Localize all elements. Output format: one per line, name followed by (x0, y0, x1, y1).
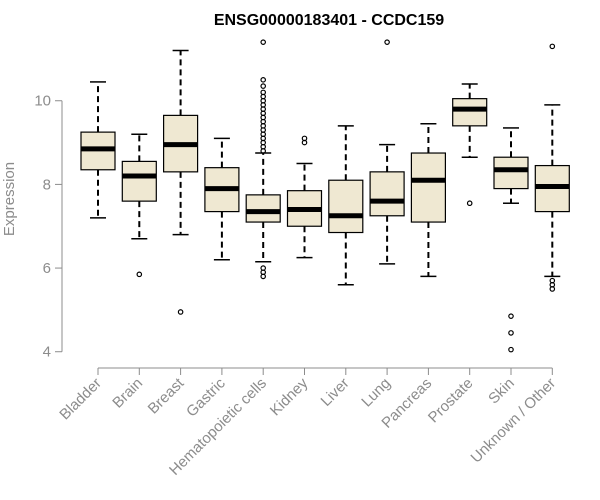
box (369, 171, 405, 217)
box-group (328, 125, 364, 286)
chart-title: ENSG00000183401 - CCDC159 (214, 12, 444, 29)
box (410, 152, 446, 223)
plot-area (80, 39, 570, 353)
x-tick-label: Liver (318, 375, 353, 410)
outlier-point (508, 313, 514, 319)
box (493, 156, 529, 190)
box-group (369, 39, 405, 265)
y-tick-label: 4 (43, 344, 51, 361)
outlier-point (508, 346, 514, 353)
y-axis: 4 6 8 10 (34, 93, 63, 361)
box-group (493, 127, 529, 353)
x-tick-label: Lung (358, 375, 394, 411)
x-tick-label: Kidney (267, 374, 312, 419)
outlier-point (508, 330, 514, 336)
box-group (286, 135, 323, 259)
outlier-point (466, 200, 473, 207)
outlier-point (549, 43, 556, 50)
box-group (163, 49, 199, 315)
x-tick-label: Prostate (425, 375, 477, 427)
box (245, 194, 281, 223)
box-group (245, 39, 281, 280)
box-group (452, 83, 488, 207)
outlier-point (260, 39, 267, 45)
y-tick-label: 6 (43, 260, 51, 277)
x-tick-label: Bladder (56, 375, 105, 424)
outlier-point (136, 271, 143, 278)
outlier-point (177, 309, 184, 315)
x-tick-label: Skin (485, 375, 518, 408)
box-group (204, 137, 240, 261)
outlier-point (260, 273, 267, 280)
outlier-point (260, 148, 267, 154)
box (121, 160, 157, 202)
x-tick-label: Brain (109, 375, 146, 412)
y-tick-label: 10 (34, 93, 51, 110)
box (452, 98, 488, 127)
box (328, 179, 364, 234)
outlier-point (384, 39, 390, 45)
box-group (534, 43, 570, 292)
y-axis-label: Expression (1, 162, 18, 236)
box-group (121, 133, 157, 278)
outlier-point (549, 286, 556, 292)
x-tick-label: Breast (145, 374, 188, 417)
outlier-point (301, 139, 308, 146)
box-group (410, 123, 446, 278)
outlier-point (260, 83, 267, 89)
box-group (80, 81, 116, 219)
outlier-point (260, 77, 267, 83)
y-tick-label: 8 (43, 176, 51, 193)
